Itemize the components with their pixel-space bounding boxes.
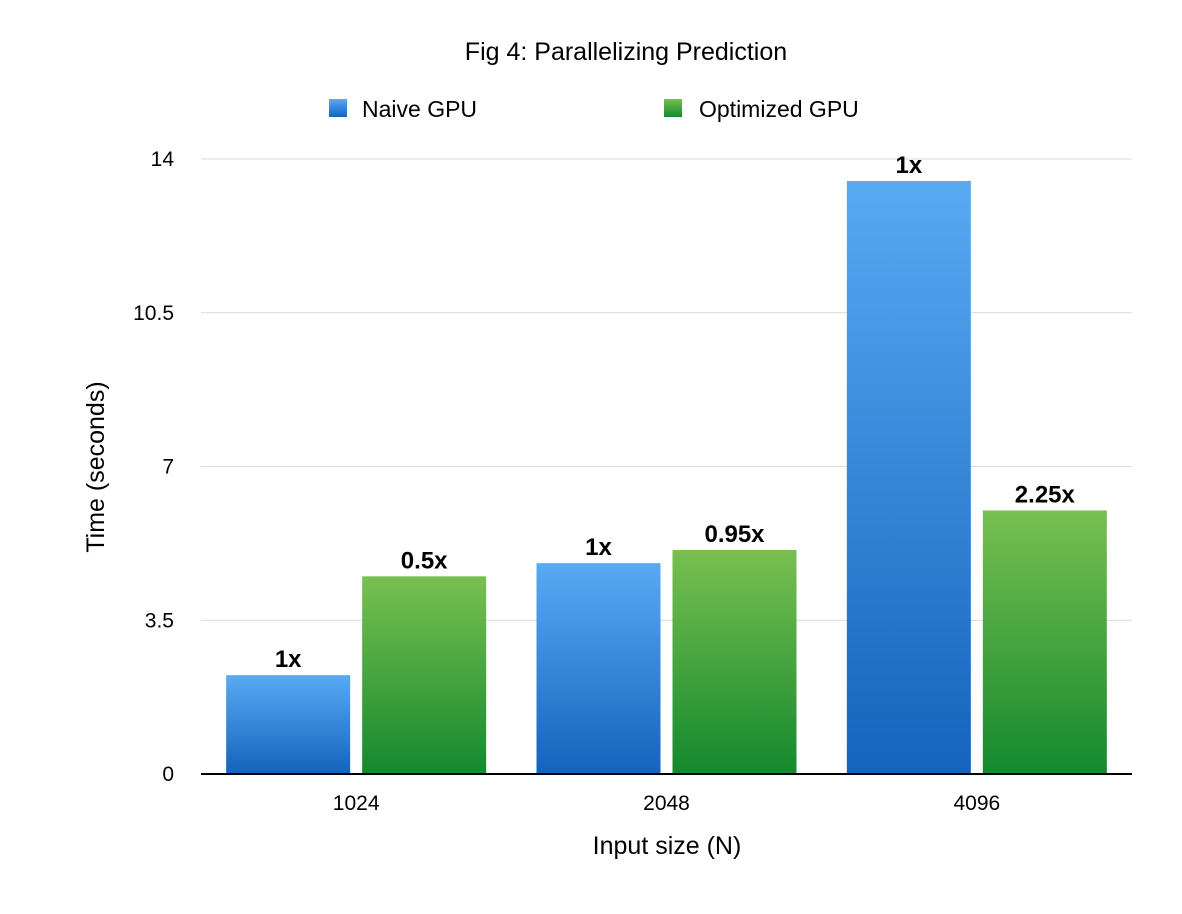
bar-naive-gpu-4096 [846, 180, 971, 774]
bar-naive-gpu-1024 [226, 675, 351, 774]
legend-item-naive-gpu: Naive GPU [329, 96, 477, 122]
bar-optimized-gpu-1024 [362, 576, 487, 774]
y-axis-label: Time (seconds) [82, 381, 110, 552]
legend-swatch-optimized-gpu [664, 99, 682, 117]
y-axis-ticks: 0 3.5 7 10.5 14 [133, 148, 174, 786]
data-label: 1x [275, 646, 302, 673]
y-tick-label: 7 [162, 456, 174, 479]
x-tick-label: 4096 [953, 792, 1000, 815]
y-tick-label: 3.5 [145, 609, 174, 632]
x-tick-label: 2048 [643, 792, 690, 815]
x-axis-label: Input size (N) [593, 832, 742, 860]
data-label: 2.25x [1015, 481, 1076, 508]
legend-item-optimized-gpu: Optimized GPU [664, 96, 859, 122]
bar-naive-gpu-2048 [536, 563, 661, 774]
legend-label-optimized-gpu: Optimized GPU [699, 96, 859, 122]
legend: Naive GPU Optimized GPU [329, 96, 859, 122]
y-tick-label: 14 [151, 148, 175, 171]
bar-optimized-gpu-4096 [982, 510, 1107, 774]
bars [226, 180, 1107, 774]
chart-title: Fig 4: Parallelizing Prediction [465, 38, 787, 66]
y-tick-label: 10.5 [133, 302, 174, 325]
data-label: 0.95x [704, 521, 765, 548]
data-label: 1x [895, 152, 922, 179]
legend-swatch-naive-gpu [329, 99, 347, 117]
data-label: 0.5x [401, 547, 448, 574]
data-label: 1x [585, 534, 612, 561]
y-tick-label: 0 [162, 763, 174, 786]
data-labels: 1x 0.5x 1x 0.95x 1x 2.25x [275, 152, 1076, 673]
bar-optimized-gpu-2048 [672, 549, 797, 774]
x-axis-ticks: 1024 2048 4096 [201, 773, 1132, 815]
legend-label-naive-gpu: Naive GPU [362, 96, 477, 122]
gridlines [201, 158, 1132, 621]
x-tick-label: 1024 [333, 792, 380, 815]
